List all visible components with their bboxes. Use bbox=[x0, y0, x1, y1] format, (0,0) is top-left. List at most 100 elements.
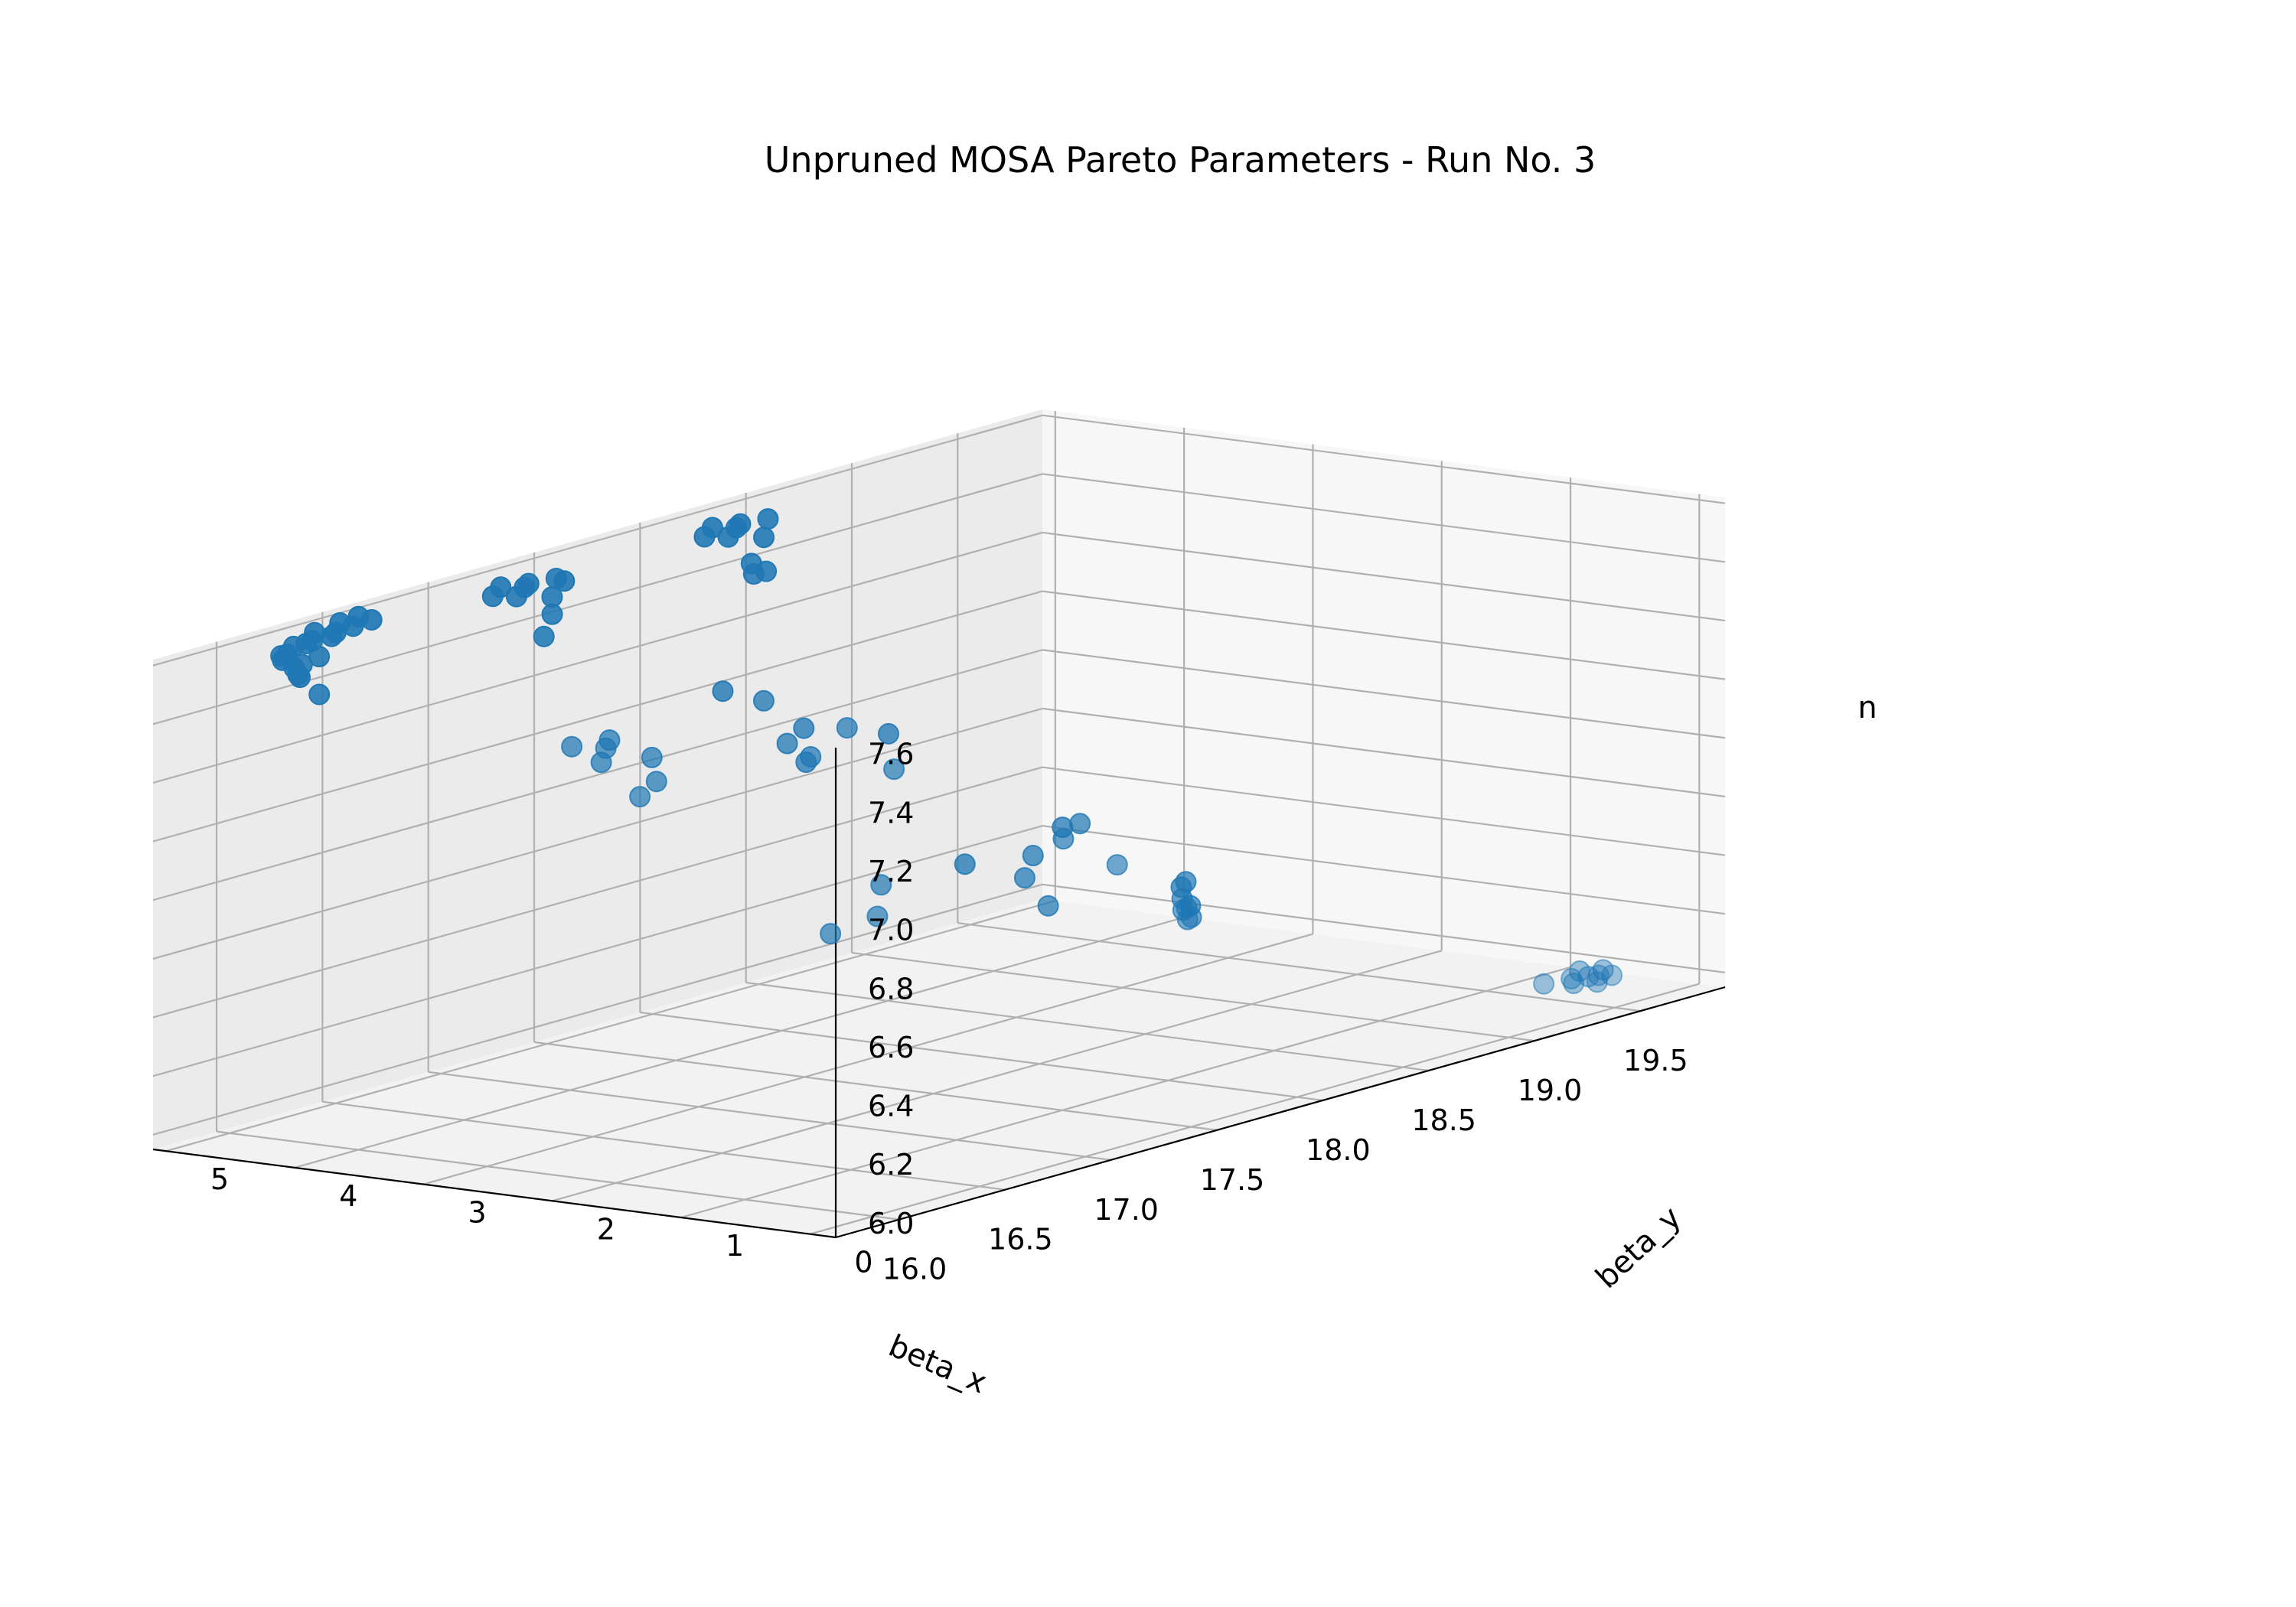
scatter-point bbox=[776, 732, 798, 755]
scatter-point bbox=[753, 526, 775, 549]
scatter-point bbox=[561, 735, 583, 758]
gridline-x-floor bbox=[851, 951, 1535, 1042]
scatter-point bbox=[641, 746, 663, 768]
x-axis-label: beta_x bbox=[883, 1328, 991, 1401]
scatter-point bbox=[1069, 813, 1091, 835]
x-tick-label: 19.0 bbox=[1518, 1074, 1583, 1107]
y-tick-label: 0 bbox=[854, 1246, 872, 1279]
gridline-z-back bbox=[152, 649, 1043, 901]
scatter-point bbox=[757, 508, 779, 530]
gridline-y-floor bbox=[165, 900, 1056, 1152]
z-tick-label: 6.6 bbox=[868, 1031, 914, 1064]
gridline-z-side bbox=[1042, 649, 1726, 739]
gridline-x-floor bbox=[322, 1100, 1006, 1191]
z-tick-label: 7.2 bbox=[868, 855, 914, 888]
gridline-z-side bbox=[1042, 473, 1726, 563]
scatter-point bbox=[1561, 968, 1583, 990]
scatter-point bbox=[795, 751, 817, 774]
gridline-y-floor bbox=[810, 983, 1700, 1235]
gridline-x-floor bbox=[640, 1011, 1323, 1102]
scatter-point bbox=[701, 517, 723, 539]
gridline-x-floor bbox=[428, 1071, 1111, 1161]
z-tick-label: 6.4 bbox=[868, 1090, 914, 1123]
scatter-point bbox=[1533, 973, 1555, 995]
scatter-point bbox=[645, 771, 667, 793]
scatter-point bbox=[755, 560, 778, 582]
x-tick-label: 16.0 bbox=[882, 1253, 947, 1286]
scatter-point bbox=[883, 758, 905, 781]
scatter-point bbox=[1179, 895, 1202, 917]
scatter-point bbox=[629, 786, 651, 808]
gridline-x-floor bbox=[745, 981, 1429, 1072]
gridline-y-floor bbox=[294, 916, 1185, 1169]
axis-panes bbox=[153, 409, 1725, 1237]
scatter-point bbox=[954, 853, 976, 875]
scatter-point bbox=[553, 570, 576, 592]
scatter-point bbox=[1052, 817, 1074, 839]
scatter-point bbox=[836, 717, 858, 739]
gridline-z-back bbox=[152, 825, 1043, 1077]
gridline-z-back bbox=[152, 414, 1043, 667]
scatter-point bbox=[308, 683, 331, 706]
gridline-x-floor bbox=[533, 1041, 1218, 1131]
x-axis-line bbox=[835, 986, 1726, 1239]
gridline-z-side bbox=[1042, 707, 1726, 797]
z-axis-label: n bbox=[1857, 690, 1877, 725]
z-tick-label: 7.0 bbox=[868, 914, 914, 947]
scatter-point bbox=[1013, 867, 1035, 889]
x-tick-label: 19.5 bbox=[1623, 1044, 1688, 1077]
y-tick-label: 2 bbox=[597, 1212, 615, 1246]
scatter-point bbox=[752, 689, 775, 712]
gridline-z-back bbox=[152, 531, 1043, 784]
scatter-point bbox=[1037, 895, 1059, 917]
gridline-z-back bbox=[152, 766, 1043, 1019]
gridline-z-side bbox=[1042, 414, 1726, 504]
x-tick-label: 16.5 bbox=[988, 1223, 1053, 1257]
gridline-z-back bbox=[152, 707, 1043, 960]
scatter-point bbox=[590, 751, 612, 774]
scatter-point bbox=[517, 572, 540, 595]
z-tick-label: 6.2 bbox=[868, 1148, 914, 1182]
scatter-point bbox=[289, 667, 311, 689]
y-tick-label: 1 bbox=[726, 1229, 744, 1263]
z-tick-label: 6.0 bbox=[868, 1207, 914, 1240]
scatter-point bbox=[533, 625, 555, 647]
y-tick-label: 3 bbox=[468, 1196, 486, 1230]
scatter-point bbox=[490, 576, 512, 598]
gridline-z-back bbox=[152, 590, 1043, 843]
gridline-z-side bbox=[1042, 883, 1726, 973]
z-tick-label: 7.6 bbox=[868, 738, 914, 771]
y-tick-label: 5 bbox=[210, 1162, 229, 1196]
scatter-point bbox=[866, 905, 889, 927]
scatter-point bbox=[877, 722, 899, 745]
scatter-point bbox=[729, 513, 752, 535]
y-axis-line bbox=[152, 1148, 837, 1239]
gridline-x-floor bbox=[216, 1130, 900, 1221]
chart-title: Unpruned MOSA Pareto Parameters - Run No… bbox=[765, 139, 1596, 181]
x-tick-label: 17.0 bbox=[1094, 1193, 1159, 1227]
gridline-y-floor bbox=[680, 966, 1571, 1219]
scatter-point bbox=[598, 729, 621, 751]
floor-pane bbox=[153, 899, 1725, 1237]
scatter-point bbox=[712, 680, 734, 702]
gridline-z-back bbox=[152, 883, 1043, 1136]
gridline-z-side bbox=[1042, 590, 1726, 680]
x-tick-label: 18.5 bbox=[1411, 1103, 1476, 1137]
scatter-point bbox=[360, 608, 383, 631]
tick-labels: 16.0 16.5 17.0 17.5 18.0 18.5 19.0 19.5 0 1 2 3 4 5 6.… bbox=[210, 738, 1688, 1286]
z-tick-label: 6.8 bbox=[868, 972, 914, 1006]
gridline-z-side bbox=[1042, 531, 1726, 622]
scatter-point bbox=[1569, 960, 1591, 983]
gridline-x-floor bbox=[957, 922, 1641, 1012]
gridline-y-floor bbox=[423, 933, 1313, 1185]
scatter-point bbox=[1022, 845, 1044, 867]
gridline-y-floor bbox=[552, 950, 1443, 1202]
scatter-point bbox=[1106, 854, 1128, 876]
x-tick-label: 17.5 bbox=[1200, 1163, 1265, 1197]
y-axis-label: beta_y bbox=[1589, 1200, 1688, 1296]
scatter-point bbox=[870, 874, 892, 896]
scatter-points bbox=[270, 508, 1623, 995]
axis-lines bbox=[152, 748, 1726, 1239]
